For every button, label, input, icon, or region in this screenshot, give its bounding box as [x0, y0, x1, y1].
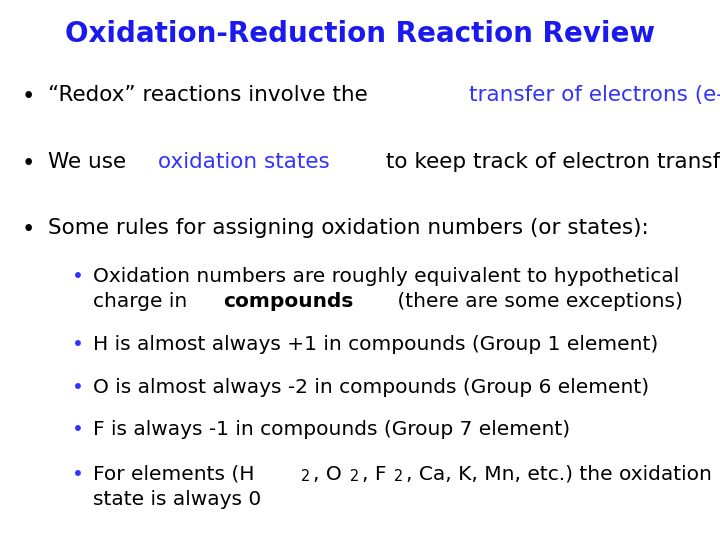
Text: •: • — [72, 378, 84, 397]
Text: For elements (H: For elements (H — [93, 465, 254, 484]
Text: , F: , F — [362, 465, 387, 484]
Text: Oxidation numbers are roughly equivalent to hypothetical: Oxidation numbers are roughly equivalent… — [93, 267, 679, 286]
Text: , Ca, K, Mn, etc.) the oxidation: , Ca, K, Mn, etc.) the oxidation — [406, 465, 712, 484]
Text: Some rules for assigning oxidation numbers (or states):: Some rules for assigning oxidation numbe… — [48, 218, 649, 238]
Text: “Redox” reactions involve the: “Redox” reactions involve the — [48, 85, 374, 105]
Text: •: • — [72, 267, 84, 286]
Text: charge in: charge in — [93, 292, 194, 311]
Text: F is always -1 in compounds (Group 7 element): F is always -1 in compounds (Group 7 ele… — [93, 420, 570, 439]
Text: state is always 0: state is always 0 — [93, 490, 261, 509]
Text: H is almost always +1 in compounds (Group 1 element): H is almost always +1 in compounds (Grou… — [93, 335, 658, 354]
Text: Oxidation-Reduction Reaction Review: Oxidation-Reduction Reaction Review — [65, 20, 655, 48]
Text: •: • — [72, 420, 84, 439]
Text: 2: 2 — [302, 469, 310, 484]
Text: , O: , O — [313, 465, 342, 484]
Text: •: • — [22, 218, 35, 241]
Text: •: • — [22, 152, 35, 175]
Text: O is almost always -2 in compounds (Group 6 element): O is almost always -2 in compounds (Grou… — [93, 378, 649, 397]
Text: oxidation states: oxidation states — [158, 152, 330, 172]
Text: (there are some exceptions): (there are some exceptions) — [391, 292, 683, 311]
Text: 2: 2 — [394, 469, 403, 484]
Text: •: • — [72, 335, 84, 354]
Text: 2: 2 — [351, 469, 360, 484]
Text: transfer of electrons (e-): transfer of electrons (e-) — [469, 85, 720, 105]
Text: •: • — [22, 85, 35, 108]
Text: compounds: compounds — [222, 292, 354, 311]
Text: We use: We use — [48, 152, 133, 172]
Text: •: • — [72, 465, 84, 484]
Text: to keep track of electron transfer: to keep track of electron transfer — [379, 152, 720, 172]
